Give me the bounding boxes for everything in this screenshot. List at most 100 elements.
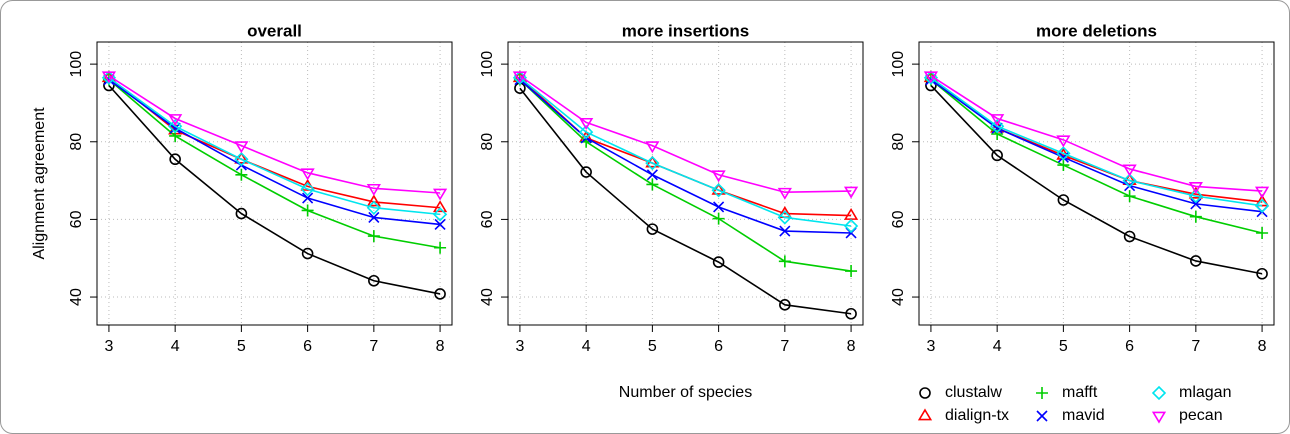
x-tick-label: 3: [515, 338, 524, 355]
plot-box: [96, 41, 453, 326]
legend-marker: [919, 387, 931, 399]
series-line: [519, 75, 852, 194]
data-point: [168, 119, 183, 134]
data-point: [990, 114, 1005, 127]
legend-label: mavid: [1062, 407, 1105, 424]
x-tick-label: 7: [1191, 338, 1200, 355]
data-point: [434, 218, 446, 231]
panel-title: more deletions: [1036, 21, 1157, 40]
data-point: [234, 152, 249, 167]
series-line: [930, 77, 1263, 207]
data-point: [645, 155, 660, 171]
series-line: [108, 84, 441, 295]
data-point: [1256, 267, 1268, 280]
data-point: [711, 183, 726, 198]
x-tick-label: 8: [436, 338, 445, 355]
data-point: [711, 170, 726, 183]
data-point: [1189, 210, 1202, 223]
x-tick-label: 3: [926, 338, 935, 355]
data-point: [432, 200, 448, 213]
legend-label: dialign-tx: [945, 407, 1009, 424]
data-point: [301, 204, 314, 217]
data-point: [845, 307, 857, 320]
data-point: [646, 223, 659, 235]
data-point: [1256, 226, 1269, 239]
data-point: [300, 168, 315, 181]
x-tick-label: 4: [171, 338, 180, 355]
panel-title: more insertions: [622, 21, 750, 40]
legend-marker: [1151, 385, 1167, 401]
data-point: [990, 119, 1005, 134]
x-axis-label: Number of species: [619, 384, 752, 401]
x-tick-label: 5: [1059, 338, 1068, 355]
data-point: [1056, 135, 1071, 148]
data-point: [1254, 198, 1270, 213]
series-line: [108, 79, 441, 249]
data-point: [432, 207, 448, 222]
x-tick-label: 7: [780, 338, 789, 355]
data-point: [366, 183, 381, 196]
data-point: [168, 114, 183, 127]
series-line: [930, 84, 1263, 275]
data-point: [991, 149, 1003, 162]
legend-marker: [917, 408, 933, 421]
series-line: [519, 77, 852, 227]
y-tick-label: 100: [68, 51, 85, 78]
data-point: [301, 247, 314, 260]
data-point: [1188, 182, 1203, 194]
data-point: [235, 168, 248, 181]
x-tick-label: 3: [104, 338, 113, 355]
data-point: [302, 192, 314, 204]
legend-label: clustalw: [945, 384, 1002, 401]
x-tick-label: 7: [369, 338, 378, 355]
x-tick-label: 6: [303, 338, 312, 355]
data-point: [645, 141, 660, 154]
y-tick-label: 100: [890, 51, 907, 78]
series-line: [108, 77, 441, 209]
data-point: [1057, 159, 1070, 172]
data-point: [843, 186, 859, 199]
data-point: [1123, 230, 1136, 243]
series-line: [519, 87, 852, 315]
data-point: [169, 153, 181, 166]
series-line: [108, 79, 441, 226]
data-point: [777, 187, 792, 200]
legend-marker: [1151, 411, 1167, 424]
series-line: [930, 79, 1263, 234]
x-tick-label: 4: [993, 338, 1002, 355]
data-point: [1123, 190, 1136, 203]
panel-title: overall: [247, 21, 302, 40]
data-point: [366, 194, 381, 207]
series-line: [519, 79, 852, 234]
data-point: [1188, 188, 1203, 204]
plot-box: [918, 41, 1275, 326]
data-point: [1122, 164, 1137, 177]
y-tick-label: 40: [890, 288, 907, 306]
data-point: [579, 117, 594, 130]
legend-label: mafft: [1062, 384, 1098, 401]
data-point: [712, 212, 725, 225]
data-point: [367, 230, 380, 243]
data-point: [368, 211, 380, 224]
x-tick-label: 6: [1125, 338, 1134, 355]
data-point: [779, 225, 791, 237]
y-tick-label: 60: [68, 210, 85, 228]
data-point: [300, 181, 315, 197]
y-tick-label: 60: [479, 210, 496, 228]
data-point: [169, 122, 181, 134]
y-tick-label: 80: [479, 133, 496, 151]
data-point: [713, 201, 725, 213]
data-point: [580, 166, 592, 178]
legend-label: mlagan: [1179, 384, 1231, 401]
data-point: [434, 288, 446, 300]
series-line: [519, 79, 852, 272]
data-point: [991, 122, 1003, 134]
data-point: [991, 128, 1004, 141]
y-tick-label: 40: [68, 288, 85, 306]
data-point: [843, 218, 859, 234]
x-tick-label: 8: [1258, 338, 1267, 355]
y-axis-label: Alignment agreement: [31, 107, 48, 260]
data-point: [646, 178, 659, 191]
